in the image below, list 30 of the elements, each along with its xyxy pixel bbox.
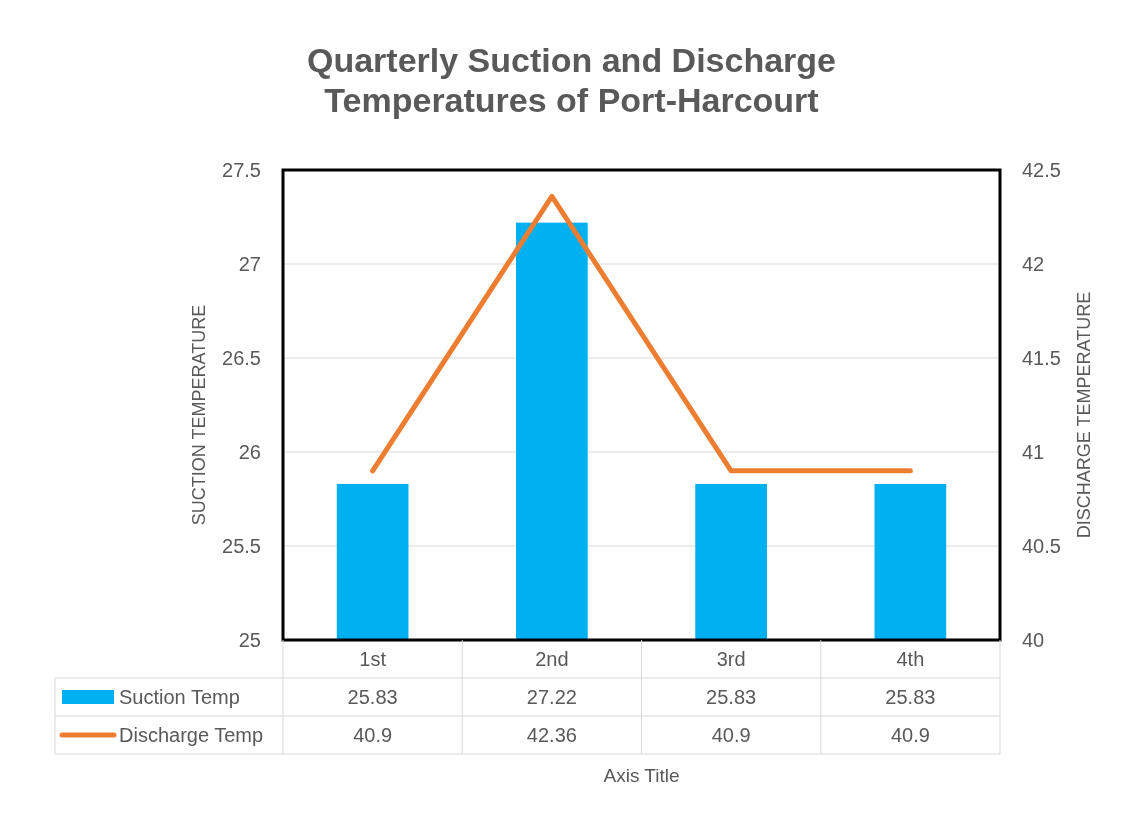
data-label: 40.9 (353, 724, 393, 746)
x-tick-label: 4th (896, 648, 925, 670)
y2-tick-label: 40.5 (1022, 534, 1061, 557)
y-axis-title: SUCTION TEMPERATURE (189, 304, 209, 526)
y-tick-label: 27 (238, 252, 261, 275)
data-label: 40.9 (890, 724, 930, 746)
data-label: 25.83 (347, 686, 398, 708)
data-label: 25.83 (706, 686, 757, 708)
y2-axis-title: DISCHARGE TEMPERATURE (1074, 291, 1094, 539)
data-label: 40.9 (711, 724, 751, 746)
legend-label: Discharge Temp (119, 724, 264, 746)
x-tick-label: 1st (359, 648, 387, 670)
x-axis-title: Axis Title (603, 765, 680, 786)
y2-tick-label: 41.5 (1022, 346, 1061, 369)
y-tick-label: 26.5 (222, 346, 261, 369)
y-tick-label: 25.5 (222, 534, 261, 557)
y2-tick-label: 42.5 (1022, 158, 1061, 181)
x-tick-label: 3rd (716, 648, 746, 670)
data-label: 42.36 (526, 724, 577, 746)
chart-title: Quarterly Suction and Discharge Temperatures of Port-Harcourt (306, 41, 837, 119)
y-tick-label: 27.5 (222, 158, 261, 181)
data-label: 27.22 (526, 686, 577, 708)
y2-tick-label: 41 (1022, 440, 1045, 463)
data-label: 25.83 (885, 686, 936, 708)
y-tick-label: 25 (238, 628, 261, 651)
legend-label: Suction Temp (119, 686, 240, 708)
y2-tick-label: 40 (1022, 628, 1045, 651)
y-tick-label: 26 (238, 440, 261, 463)
y2-tick-label: 42 (1022, 252, 1045, 275)
x-tick-label: 2nd (535, 648, 569, 670)
